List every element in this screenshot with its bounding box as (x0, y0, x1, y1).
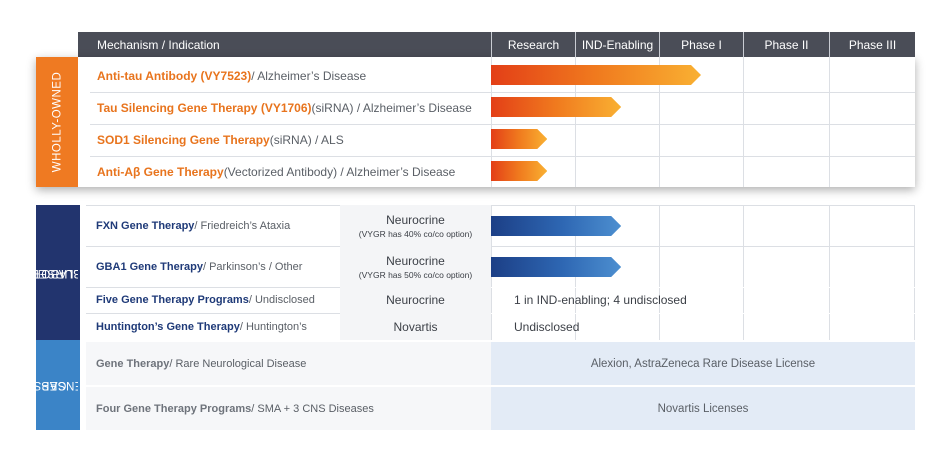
partner-name: Neurocrine (386, 212, 445, 227)
wholly-owned-panel: WHOLLY-OWNED (36, 57, 915, 187)
program-indication: / Undisclosed (248, 294, 315, 306)
status-mask (491, 313, 915, 314)
program-indication: / Huntington’s (239, 320, 307, 333)
phase-grid-line (659, 57, 660, 187)
program-indication: (Vectorized Antibody) / Alzheimer’s Dise… (223, 165, 456, 179)
phase-grid-line (659, 205, 660, 340)
phase-grid-line (743, 57, 744, 187)
header-mechanism: Mechanism / Indication (78, 32, 491, 57)
program-name: SOD1 Silencing Gene Therapy (97, 133, 270, 147)
program-name: Tau Silencing Gene Therapy (VY1706) (97, 101, 312, 115)
progress-bar (491, 161, 547, 181)
status-mask (491, 287, 915, 288)
partner-cell: Neurocrine (VYGR has 50% co/co option) (340, 246, 491, 287)
program-name: Huntington’s Gene Therapy (96, 320, 240, 333)
wholly-owned-tab: WHOLLY-OWNED (36, 57, 78, 187)
collaboration-row: Five Gene Therapy Programs / Undisclosed (96, 287, 336, 313)
partner-note: (VYGR has 50% co/co option) (358, 269, 473, 280)
phase-grid-line (829, 57, 830, 187)
partner-cell: Neurocrine (VYGR has 40% co/co option) (340, 205, 491, 246)
row-divider (90, 92, 915, 93)
collaboration-row: FXN Gene Therapy / Friedreich’s Ataxia (96, 205, 336, 246)
program-indication: / Friedreich’s Ataxia (194, 219, 291, 232)
partner-name: Neurocrine (386, 293, 445, 307)
capsid-row: Gene Therapy / Rare Neurological Disease (96, 342, 486, 385)
phase-grid-line (829, 205, 830, 340)
phase-grid-line (575, 57, 576, 187)
program-name: Four Gene Therapy Programs (96, 402, 252, 415)
progress-bar (491, 65, 701, 85)
header-mechanism-label: Mechanism / Indication (97, 37, 220, 52)
progress-bar (491, 97, 621, 117)
program-status: 1 in IND-enabling; 4 undisclosed (514, 293, 687, 307)
collab-accent (78, 205, 86, 340)
collaboration-row: Huntington’s Gene Therapy / Huntington’s (96, 313, 336, 340)
phase-grid-line (491, 57, 492, 187)
header-phase-ind-enabling: IND-Enabling (575, 32, 659, 57)
progress-bar (491, 129, 547, 149)
partner-cell: Novartis (340, 313, 491, 340)
program-indication: / Rare Neurological Disease (169, 357, 307, 370)
license-cell: Alexion, AstraZeneca Rare Disease Licens… (491, 342, 915, 385)
license-cell: Novartis Licenses (491, 387, 915, 430)
header-phase-research: Research (491, 32, 575, 57)
wholly-owned-row: Anti-tau Antibody (VY7523) / Alzheimer’s… (97, 60, 487, 92)
capsid-row-gap (86, 385, 915, 387)
program-indication: / Parkinson’s / Other (202, 260, 303, 273)
program-name: Anti-Aβ Gene Therapy (97, 165, 224, 179)
wholly-owned-row: Anti-Aβ Gene Therapy (Vectorized Antibod… (97, 156, 487, 188)
progress-bar (491, 257, 621, 277)
program-name: Gene Therapy (96, 357, 170, 370)
capsid-row: Four Gene Therapy Programs / SMA + 3 CNS… (96, 387, 486, 430)
program-indication: (siRNA) / Alzheimer’s Disease (311, 101, 472, 115)
program-name: Five Gene Therapy Programs (96, 294, 249, 306)
wholly-owned-row: SOD1 Silencing Gene Therapy (siRNA) / AL… (97, 124, 487, 156)
program-indication: / SMA + 3 CNS Diseases (251, 402, 374, 415)
wholly-owned-row: Tau Silencing Gene Therapy (VY1706) (siR… (97, 92, 487, 124)
program-name: Anti-tau Antibody (VY7523) (97, 69, 252, 83)
row-divider (86, 246, 915, 247)
row-divider (90, 156, 915, 157)
collaborations-tab: COLLABORATIONS(REIMBURSED) (0, 205, 116, 340)
program-name: FXN Gene Therapy (96, 219, 195, 232)
row-divider (90, 124, 915, 125)
header-phase-phase-i: Phase I (659, 32, 743, 57)
phase-grid-line (743, 205, 744, 340)
progress-bar (491, 216, 621, 236)
partner-name: Novartis (393, 319, 438, 334)
header-phase-phase-iii: Phase III (829, 32, 915, 57)
wholly-owned-label: WHOLLY-OWNED (51, 71, 64, 173)
program-name: GBA1 Gene Therapy (96, 260, 203, 273)
program-indication: / Alzheimer’s Disease (251, 69, 367, 83)
partner-note: (VYGR has 40% co/co option) (358, 228, 473, 239)
partner-name: Neurocrine (386, 253, 445, 268)
collaboration-row: GBA1 Gene Therapy / Parkinson’s / Other (96, 246, 336, 287)
program-status: Undisclosed (514, 319, 580, 334)
capsid-accent (78, 340, 86, 430)
header-phase-phase-ii: Phase II (743, 32, 829, 57)
program-indication: (siRNA) / ALS (269, 133, 344, 147)
partner-cell: Neurocrine (340, 287, 491, 313)
capsid-tab: CAPSID LICENSES (20, 340, 101, 430)
capsid-row-bg (86, 342, 491, 385)
capsid-row-bg (86, 387, 491, 430)
capsid-top-gap (86, 340, 915, 342)
